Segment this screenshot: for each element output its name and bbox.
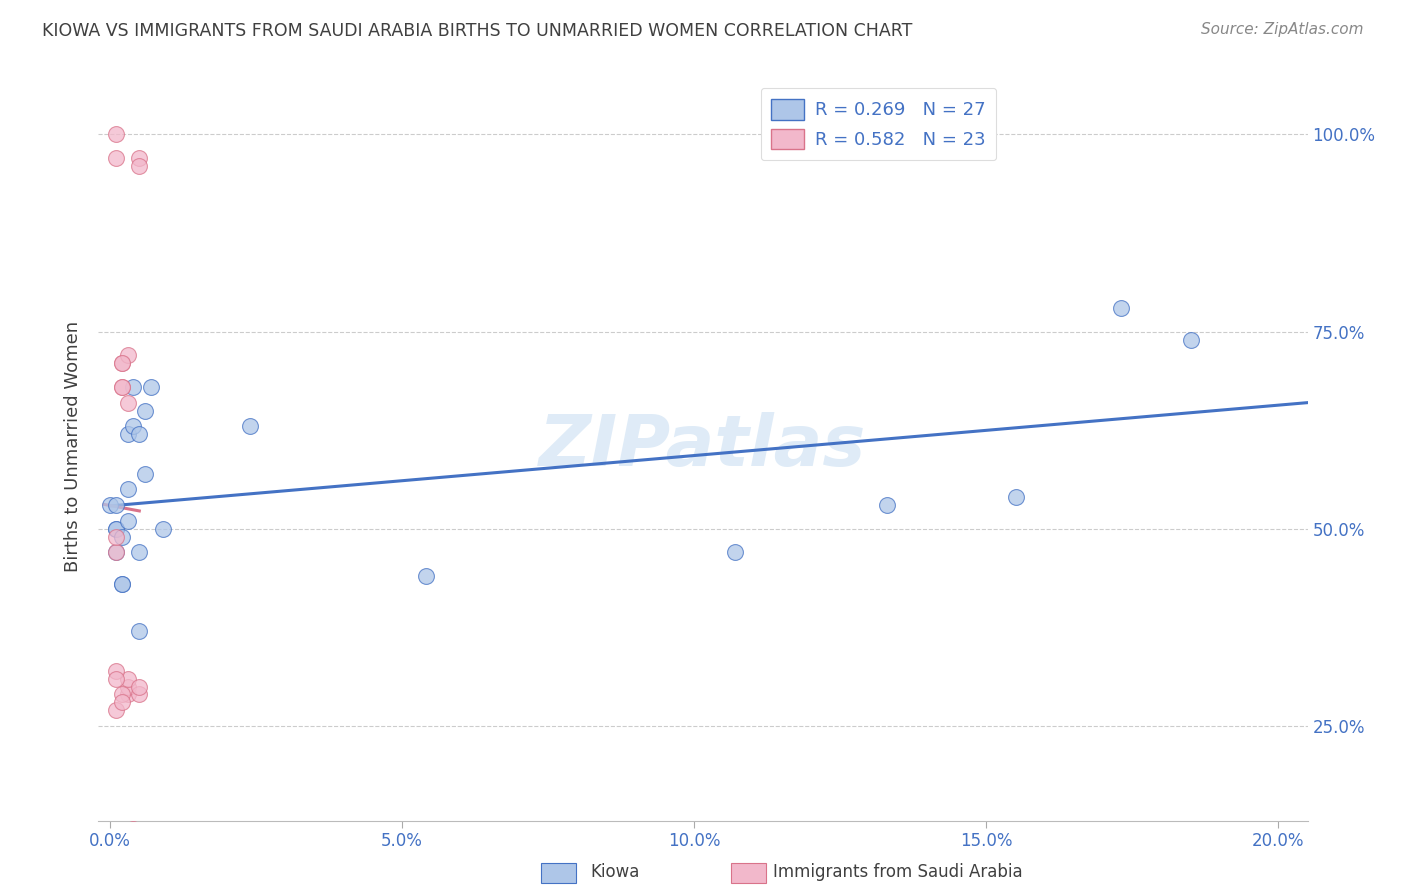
Point <box>104 530 127 544</box>
Point <box>1109 301 1132 315</box>
Point <box>104 672 127 686</box>
Point <box>128 151 150 165</box>
Point <box>111 577 134 591</box>
Legend: R = 0.269   N = 27, R = 0.582   N = 23: R = 0.269 N = 27, R = 0.582 N = 23 <box>761 88 997 161</box>
Point <box>111 577 134 591</box>
Point <box>104 498 127 512</box>
Point <box>104 664 127 678</box>
Point <box>104 545 127 559</box>
Point <box>128 624 150 639</box>
Point <box>117 483 139 497</box>
Point <box>117 348 139 362</box>
Point <box>128 680 150 694</box>
Point <box>1180 333 1202 347</box>
Point <box>104 545 127 559</box>
Point <box>111 688 134 702</box>
Point <box>122 822 145 836</box>
Text: Source: ZipAtlas.com: Source: ZipAtlas.com <box>1201 22 1364 37</box>
Point <box>117 395 139 409</box>
Point <box>134 403 156 417</box>
Y-axis label: Births to Unmarried Women: Births to Unmarried Women <box>65 320 83 572</box>
Point <box>128 545 150 559</box>
Point <box>128 159 150 173</box>
Point <box>122 419 145 434</box>
Point <box>111 530 134 544</box>
Point <box>239 419 262 434</box>
Point <box>111 356 134 370</box>
Text: Immigrants from Saudi Arabia: Immigrants from Saudi Arabia <box>773 863 1024 881</box>
Point <box>104 522 127 536</box>
Point <box>152 522 174 536</box>
Point <box>117 427 139 442</box>
Point <box>139 380 162 394</box>
Point <box>122 380 145 394</box>
Point <box>724 545 747 559</box>
Text: Kiowa: Kiowa <box>591 863 640 881</box>
Point <box>128 427 150 442</box>
Point <box>1004 490 1026 504</box>
Point <box>104 128 127 142</box>
Point <box>111 380 134 394</box>
Text: ZIPatlas: ZIPatlas <box>540 411 866 481</box>
Point <box>128 688 150 702</box>
Point <box>104 703 127 717</box>
Point <box>117 672 139 686</box>
Point <box>104 151 127 165</box>
Point <box>98 498 121 512</box>
Point <box>104 522 127 536</box>
Point <box>415 569 437 583</box>
Point <box>117 680 139 694</box>
Point <box>117 514 139 528</box>
Point <box>134 467 156 481</box>
Point <box>111 356 134 370</box>
Point <box>111 695 134 709</box>
Point <box>111 380 134 394</box>
Point <box>876 498 898 512</box>
Text: KIOWA VS IMMIGRANTS FROM SAUDI ARABIA BIRTHS TO UNMARRIED WOMEN CORRELATION CHAR: KIOWA VS IMMIGRANTS FROM SAUDI ARABIA BI… <box>42 22 912 40</box>
Point <box>117 688 139 702</box>
